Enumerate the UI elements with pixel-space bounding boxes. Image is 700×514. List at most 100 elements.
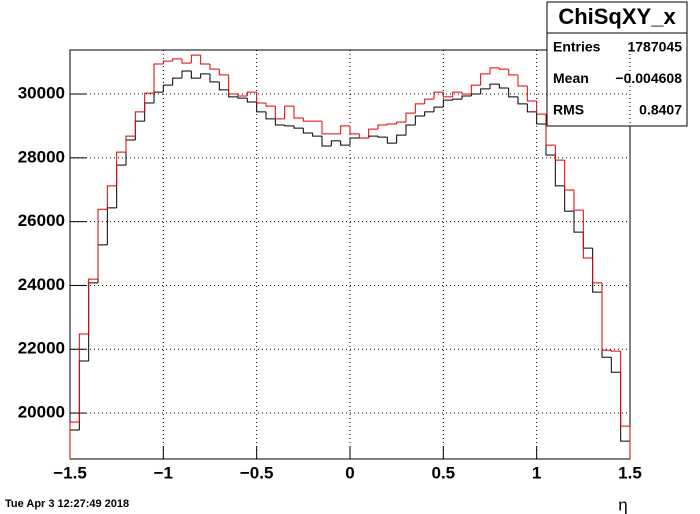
histogram-bin xyxy=(172,58,182,62)
histogram-bin xyxy=(69,421,80,459)
histogram-bin xyxy=(405,112,416,123)
histogram-bin xyxy=(312,132,322,137)
histogram-bin xyxy=(573,211,584,233)
histogram-bin xyxy=(582,232,593,249)
histogram-bin xyxy=(554,154,565,187)
histogram-bin xyxy=(396,134,406,144)
histogram-bin xyxy=(302,117,313,122)
histogram-bin xyxy=(209,73,220,83)
histogram-bin xyxy=(228,74,238,95)
histogram-bin xyxy=(97,208,108,280)
histogram-bin xyxy=(368,135,378,139)
histogram-bin xyxy=(144,92,154,112)
histogram-bin xyxy=(396,121,406,125)
histogram-bin xyxy=(78,333,89,422)
histogram-bin xyxy=(78,360,89,430)
stats-value: 1787045 xyxy=(627,39,682,55)
histogram-bin xyxy=(489,83,500,89)
histogram-bin xyxy=(284,124,294,127)
histogram-bin xyxy=(246,91,257,96)
histogram-bin xyxy=(573,190,584,211)
histogram-bin xyxy=(340,125,350,134)
histogram-bin xyxy=(461,92,472,95)
histogram-bin xyxy=(386,123,397,125)
histogram-bin xyxy=(162,60,173,65)
histogram-bin xyxy=(368,128,378,139)
histogram-bin xyxy=(228,89,238,98)
histogram-bin xyxy=(610,350,621,352)
histogram-bin xyxy=(200,55,210,65)
histogram-bin xyxy=(172,77,182,86)
stats-value: 0.8407 xyxy=(639,102,682,118)
histogram-bin xyxy=(526,103,537,113)
histogram-bin xyxy=(424,111,434,117)
x-tick-label: −1 xyxy=(154,463,173,482)
x-tick-label: 0 xyxy=(345,463,354,482)
histogram-bin xyxy=(265,111,276,120)
histogram-bin xyxy=(405,124,416,136)
histogram-bin xyxy=(508,69,518,76)
histogram-bin xyxy=(134,120,145,140)
histogram-bin xyxy=(489,67,500,74)
histogram-bin xyxy=(554,145,565,161)
histogram-bin xyxy=(349,125,360,135)
histogram-bin xyxy=(498,67,509,70)
histogram-bin xyxy=(564,160,574,191)
histogram-bin xyxy=(125,139,136,166)
stats-value: −0.004608 xyxy=(615,70,682,86)
histogram-bin xyxy=(200,73,210,79)
histogram-bin xyxy=(386,137,397,144)
histogram-bin xyxy=(274,106,285,120)
histogram-bin xyxy=(209,64,220,70)
histogram-bin xyxy=(433,91,444,100)
histogram-bin xyxy=(321,136,332,147)
histogram-bin xyxy=(190,71,201,79)
histogram-bin xyxy=(377,136,388,138)
histogram-bin xyxy=(190,54,201,64)
histogram-bin xyxy=(237,96,248,99)
histogram-bin xyxy=(181,58,192,64)
histogram-bin xyxy=(134,111,145,137)
x-tick-label: −1.5 xyxy=(53,463,87,482)
histogram-bin xyxy=(620,372,631,459)
x-axis-label: η xyxy=(618,495,627,514)
histogram-bin xyxy=(414,115,425,125)
histogram-bin xyxy=(442,92,453,98)
histogram-bin xyxy=(377,124,388,130)
stats-label: Mean xyxy=(553,70,589,86)
histogram-bin xyxy=(274,118,285,126)
histogram-bin xyxy=(620,351,631,459)
histogram-bin xyxy=(424,98,434,104)
histogram-bin xyxy=(302,128,313,134)
histogram-bin xyxy=(88,278,98,334)
y-tick-label: 28000 xyxy=(18,147,65,166)
stats-label: Entries xyxy=(553,39,601,55)
histogram-bin xyxy=(610,357,621,373)
histogram-bin xyxy=(582,210,593,259)
histogram-bin xyxy=(125,135,136,153)
histogram-bin xyxy=(144,102,154,122)
stats-label: RMS xyxy=(553,102,584,118)
histogram-bin xyxy=(218,69,229,76)
histogram-bin xyxy=(442,99,453,108)
histogram-bin xyxy=(321,121,332,135)
histogram-bin xyxy=(498,84,509,89)
histogram-bin xyxy=(433,106,444,112)
histogram-bin xyxy=(592,258,602,284)
histogram-bin xyxy=(601,282,612,351)
histogram-bin xyxy=(414,103,425,114)
histogram-bin xyxy=(181,70,192,79)
histogram-bin xyxy=(162,84,173,93)
x-tick-label: 1 xyxy=(532,463,541,482)
histogram-bin xyxy=(340,140,350,146)
y-tick-label: 26000 xyxy=(18,211,65,230)
stats-title: ChiSqXY_x xyxy=(558,4,676,29)
histogram-bin xyxy=(284,105,294,119)
histogram-bin xyxy=(517,96,528,105)
stats-box xyxy=(546,32,688,127)
y-tick-label: 24000 xyxy=(18,275,65,294)
histogram-bin xyxy=(116,151,126,186)
histogram-bin xyxy=(349,137,360,146)
histogram-bin xyxy=(517,74,528,87)
